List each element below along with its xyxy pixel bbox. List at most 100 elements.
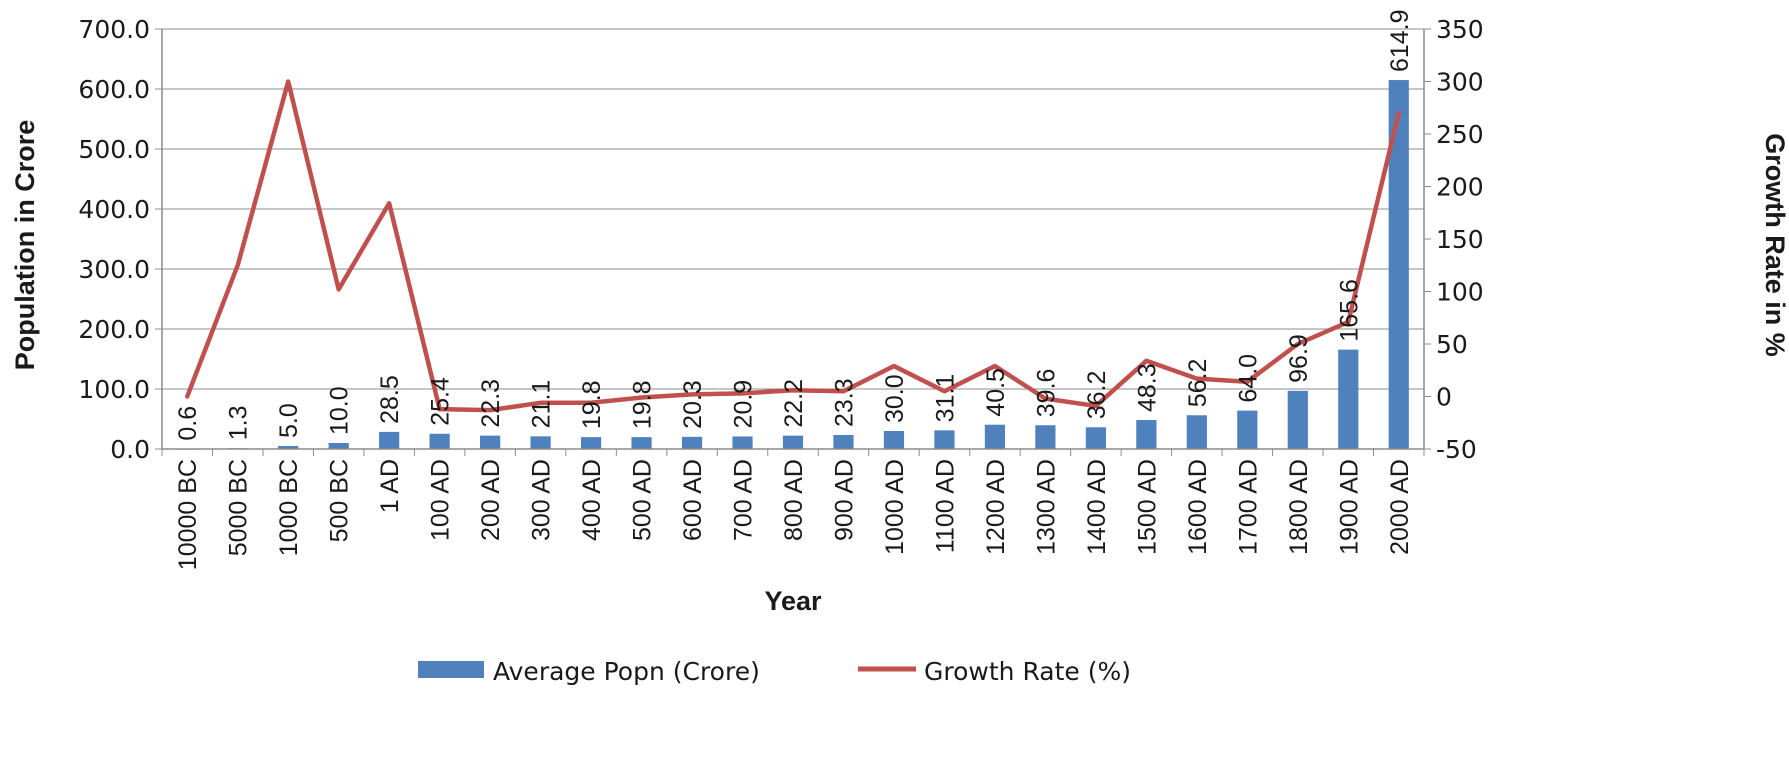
bar [379,431,400,449]
x-tick-label: 900 AD [830,459,858,541]
data-label: 40.5 [982,368,1010,417]
y-axis-ticks: 0.0 100.0 200.0 300.0 400.0 500.0 600.0 700.0 [78,15,150,464]
bar [278,446,299,449]
data-label: 20.3 [679,380,707,429]
y2-tick-label: 150 [1436,225,1484,254]
data-label: 36.2 [1083,371,1111,420]
bar-series [177,80,1409,450]
bar [984,424,1006,449]
x-tick-label: 1 AD [376,459,404,513]
x-tick-label: 300 AD [528,459,556,541]
data-label: 5.0 [275,403,303,438]
y-tick-label: 400.0 [78,195,150,224]
x-tick-label: 1400 AD [1083,459,1111,555]
legend-swatch-bars [418,661,484,678]
y-axis-title: Population in Crore [10,120,40,371]
data-label: 21.1 [528,380,556,429]
x-tick-label: 1000 AD [881,459,909,555]
bar [1136,420,1157,449]
data-label: 48.3 [1133,363,1161,412]
x-tick-label: 100 AD [427,459,455,541]
x-tick-label: 1100 AD [931,459,959,553]
x-axis-ticks: 10000 BC 5000 BC 1000 BC 500 BC 1 AD 100 AD 20… [174,459,1414,570]
bar [681,436,703,449]
bar [934,430,955,449]
y2-axis-ticks: -50 0 50 100 150 200 250 300 350 [1436,15,1484,464]
data-label: 64.0 [1234,354,1262,403]
bar [782,435,804,449]
bar [1287,390,1308,449]
bar [833,435,854,449]
y2-tick-label: 250 [1436,120,1484,149]
gridlines [162,28,1424,390]
x-tick-label: 800 AD [780,459,808,541]
y2-tick-label: 200 [1436,173,1484,202]
x-tick-label: 1000 BC [275,459,303,556]
data-label: 39.6 [1032,369,1060,418]
data-label: 28.5 [376,375,404,424]
y2-axis-title: Growth Rate in % [1760,133,1789,357]
y2-tick-label: 100 [1436,278,1484,307]
axes [155,28,1431,456]
x-tick-label: 1800 AD [1285,459,1313,555]
x-tick-label: 1300 AD [1032,459,1060,555]
growth-rate-line [184,79,1402,413]
x-tick-label: 400 AD [578,459,606,541]
x-tick-label: 5000 BC [225,459,253,556]
data-label: 165.6 [1335,279,1363,342]
bar [631,437,652,449]
y-tick-label: 0.0 [110,435,150,464]
data-labels: 0.6 1.3 5.0 10.0 28.5 25.4 22.3 21.1 19.8 19.8 20.… [174,9,1414,440]
data-label: 0.6 [174,406,202,441]
bar [1237,410,1258,449]
x-tick-label: 2000 AD [1386,459,1414,555]
x-axis-title: Year [764,586,822,616]
data-label: 30.0 [881,374,909,423]
legend-label-line: Growth Rate (%) [924,657,1131,686]
y2-tick-label: 0 [1436,383,1452,412]
data-label: 22.3 [477,379,505,428]
x-tick-label: 1500 AD [1133,459,1161,555]
legend-label-bars: Average Popn (Crore) [493,657,760,686]
x-tick-label: 700 AD [730,459,758,541]
x-tick-label: 500 BC [326,459,354,542]
bar [883,431,905,449]
data-label: 23.3 [830,378,858,427]
data-label: 19.8 [578,380,606,429]
bar [1338,349,1359,449]
data-label: 96.9 [1285,334,1313,383]
bar [480,435,501,449]
x-tick-label: 1700 AD [1234,459,1262,555]
y2-tick-label: 50 [1436,330,1468,359]
x-tick-label: 1600 AD [1184,459,1212,555]
bar [530,436,551,449]
x-tick-label: 1200 AD [982,459,1010,555]
y-tick-label: 200.0 [78,315,150,344]
x-tick-label: 10000 BC [174,459,202,570]
bar [1085,427,1106,449]
data-label: 20.9 [730,380,758,429]
bar [328,443,349,449]
y-tick-label: 600.0 [78,75,150,104]
y2-tick-label: 350 [1436,15,1484,44]
bar [732,436,753,449]
y-tick-label: 700.0 [78,15,150,44]
bar [1186,415,1207,449]
bar [1035,425,1056,449]
legend: Average Popn (Crore) Growth Rate (%) [418,657,1131,686]
data-label: 25.4 [427,377,455,426]
y2-tick-label: -50 [1436,435,1477,464]
x-tick-label: 500 AD [629,459,657,541]
bar [1388,80,1409,449]
data-label: 10.0 [326,386,354,435]
bar [580,437,602,449]
data-label: 22.2 [780,379,808,428]
x-tick-label: 600 AD [679,459,707,541]
data-label: 56.2 [1184,359,1212,408]
y-tick-label: 100.0 [78,375,150,404]
line-series [184,79,1402,413]
y2-tick-label: 300 [1436,68,1484,97]
data-label: 19.8 [629,380,657,429]
data-label: 31.1 [931,374,959,423]
